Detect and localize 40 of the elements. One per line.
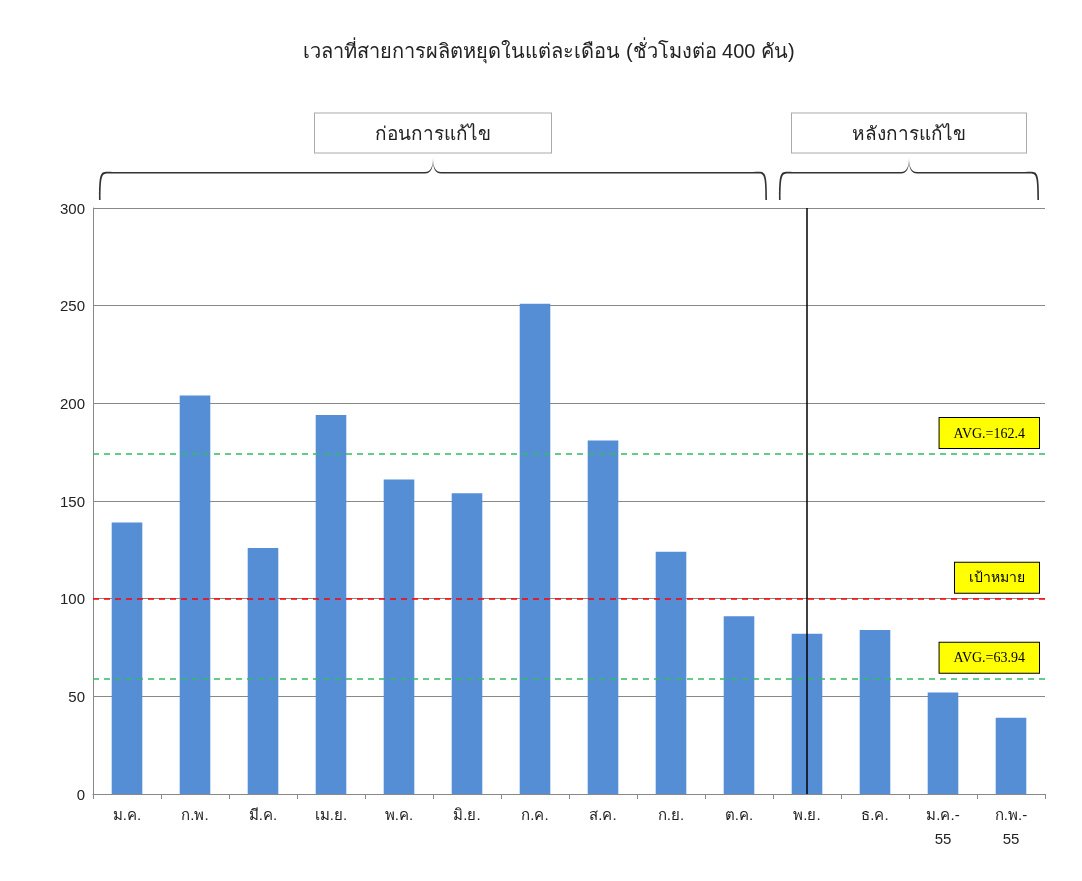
bar <box>519 303 551 794</box>
x-tick-label: มิ.ย. <box>453 805 481 823</box>
x-tick-label: ม.ค. <box>112 805 142 823</box>
bar <box>587 440 619 794</box>
x-tick-label: เม.ย. <box>314 805 348 823</box>
y-tick-label: 300 <box>59 199 85 217</box>
text: หลังการแก้ไข <box>852 122 966 144</box>
annotation: AVG.=63.94 <box>953 650 1025 666</box>
ref-line-label: เป้าหมาย <box>969 570 1025 586</box>
y-tick-label: 0 <box>76 785 85 803</box>
x-tick-label: มี.ค. <box>248 805 278 823</box>
x-tick-label: ม.ค.-55 <box>926 805 960 847</box>
x-tick-label: ต.ค. <box>724 805 754 823</box>
y-tick-label: 150 <box>59 492 85 510</box>
x-tick-label: ก.ค. <box>521 805 549 823</box>
y-tick-label: 250 <box>59 297 85 315</box>
annotation: AVG.=162.4 <box>953 425 1025 441</box>
x-tick-label: ก.ย. <box>657 805 685 823</box>
bar <box>383 479 415 794</box>
bar <box>179 395 211 794</box>
x-tick-label: พ.ค. <box>384 805 414 823</box>
x-tick-label: ธ.ค. <box>861 805 889 823</box>
chart-title: เวลาที่สายการผลิตหยุดในแต่ละเดือน (ชั่วโมงต่อ 400 คัน) <box>303 37 795 64</box>
bar <box>247 547 279 794</box>
y-tick-label: 100 <box>59 590 85 608</box>
y-tick-label: 50 <box>68 687 85 705</box>
x-tick-label: ก.พ.-55 <box>994 805 1028 847</box>
x-tick-label: ก.พ. <box>181 805 209 823</box>
bar <box>315 415 347 794</box>
bar <box>723 616 755 794</box>
bar <box>451 493 483 794</box>
text: ก่อนการแก้ไข <box>375 122 491 144</box>
bar <box>927 692 959 794</box>
x-tick-label: พ.ย. <box>793 805 821 823</box>
y-tick-label: 200 <box>59 394 85 412</box>
bar <box>859 629 891 794</box>
x-tick-label: ส.ค. <box>589 805 617 823</box>
bar <box>995 717 1027 794</box>
bar <box>655 551 687 794</box>
bar <box>111 522 143 794</box>
